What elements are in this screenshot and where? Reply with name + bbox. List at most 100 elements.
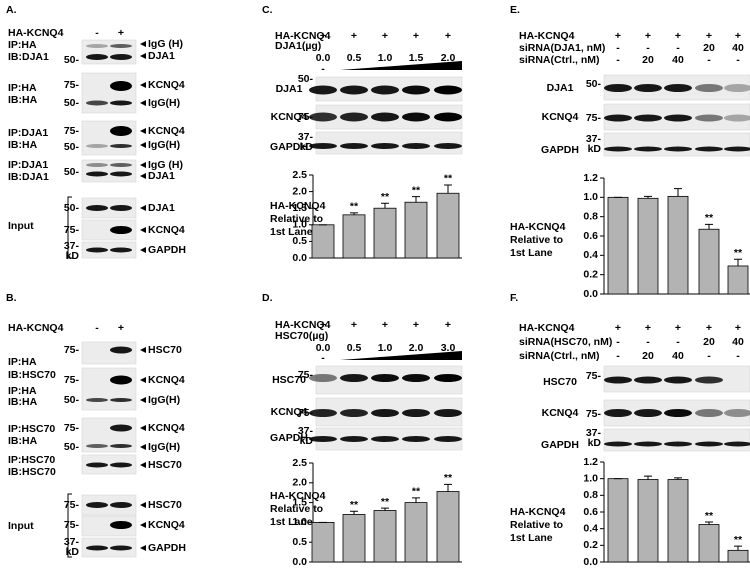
blot-band <box>86 44 108 48</box>
band-label: HSC70 <box>148 459 182 471</box>
mw-marker: 75- <box>64 519 80 531</box>
blot-band <box>110 247 132 253</box>
blot-band <box>86 545 108 551</box>
condition-value: 20 <box>642 350 654 362</box>
blot-label: IP:HA <box>8 39 37 51</box>
condition-value: 0.5 <box>347 342 362 354</box>
blot-strip <box>81 219 137 241</box>
y-axis-label: 1st Lane <box>270 516 313 528</box>
error-bar <box>734 258 742 266</box>
blot-band <box>110 44 132 48</box>
blot-band <box>664 146 692 152</box>
condition-value: 1.5 <box>409 52 424 64</box>
y-axis-label: Relative to <box>270 213 323 225</box>
condition-value: - <box>646 42 650 54</box>
blot-band <box>371 374 399 382</box>
blot-band <box>695 114 723 122</box>
condition-value: 1.0 <box>378 342 393 354</box>
blot-strip <box>81 72 137 114</box>
blot-band <box>434 85 462 95</box>
condition-value: - <box>646 336 650 348</box>
y-tick-label: 0.2 <box>583 539 598 551</box>
band-arrow <box>140 545 146 551</box>
bar <box>698 524 720 563</box>
error-bar <box>381 507 389 511</box>
condition-value: 40 <box>732 42 744 54</box>
blot-label: IB:HA <box>8 139 38 151</box>
condition-label: HA-KCNQ4 <box>275 30 331 42</box>
band-arrow <box>140 173 146 179</box>
significance: ** <box>381 496 390 508</box>
blot-band <box>371 85 399 95</box>
blot-label: IP:HA <box>8 356 37 368</box>
significance: ** <box>381 191 390 203</box>
blot-band <box>634 409 662 417</box>
condition-value: - <box>707 54 711 66</box>
blot-band <box>110 144 132 148</box>
y-tick-label: 0.4 <box>583 522 598 534</box>
blot-band <box>86 54 108 60</box>
mw-marker: 50- <box>64 54 80 66</box>
band-arrow <box>140 425 146 431</box>
blot-strip <box>81 515 137 537</box>
blot-band <box>371 143 399 149</box>
blot-band <box>309 409 337 417</box>
blot-band <box>634 376 662 384</box>
lane-header: + <box>118 27 124 39</box>
blot-band <box>110 163 132 167</box>
y-axis-label: HA-KCNQ4 <box>270 490 326 502</box>
mw-marker: 37- <box>64 536 80 548</box>
condition-label: siRNA(DJA1, nM) <box>519 42 605 54</box>
band-label: KCNQ4 <box>148 374 185 386</box>
band-label: KCNQ4 <box>148 224 185 236</box>
bar <box>607 478 629 563</box>
mw-marker: 50- <box>64 394 80 406</box>
blot-band <box>604 114 632 122</box>
mw-marker: 37- <box>64 240 80 252</box>
y-tick-label: 1.0 <box>292 516 307 528</box>
bar <box>607 196 629 295</box>
bar <box>404 502 428 563</box>
band-arrow <box>140 522 146 528</box>
blot-band <box>309 85 337 95</box>
blot-label: GAPDH <box>541 144 579 156</box>
band-arrow <box>140 53 146 59</box>
mw-marker: 50- <box>64 202 80 214</box>
mw-marker: 50- <box>64 166 80 178</box>
condition-value: 2.0 <box>409 342 424 354</box>
condition-value: 20 <box>642 54 654 66</box>
condition-value: 40 <box>732 336 744 348</box>
condition-label: DJA1(µg) <box>275 40 321 52</box>
condition-value: - <box>676 42 680 54</box>
input-label: Input <box>8 220 34 232</box>
bar <box>727 265 749 295</box>
y-tick-label: 0.0 <box>292 252 307 264</box>
condition-value: 0.0 <box>316 342 331 354</box>
condition-label: HSC70(µg) <box>275 330 328 342</box>
y-tick-label: 0.6 <box>583 506 598 518</box>
significance: ** <box>734 247 743 259</box>
blot-band <box>340 409 368 417</box>
mw-marker: 75- <box>298 111 314 123</box>
band-label: KCNQ4 <box>148 519 185 531</box>
input-bracket <box>67 493 72 558</box>
error-bar <box>350 510 358 515</box>
y-tick-label: 1.5 <box>292 202 307 214</box>
bar <box>698 228 720 295</box>
condition-value: + <box>382 30 388 42</box>
condition-value: 3.0 <box>441 342 456 354</box>
y-tick-label: 0.6 <box>583 230 598 242</box>
blot-band <box>634 441 662 447</box>
blot-band <box>340 143 368 149</box>
y-tick-label: 2.5 <box>292 457 307 469</box>
blot-label: DJA1 <box>547 82 574 94</box>
bar <box>727 549 749 563</box>
y-axis-label: HA-KCNQ4 <box>510 506 566 518</box>
blot-band <box>86 247 108 253</box>
blot-strip <box>81 241 137 259</box>
mw-marker: 50- <box>64 141 80 153</box>
blot-band <box>110 54 132 60</box>
blot-band <box>86 205 108 211</box>
mw-marker: 75- <box>586 370 602 382</box>
blot-strip <box>81 197 137 219</box>
